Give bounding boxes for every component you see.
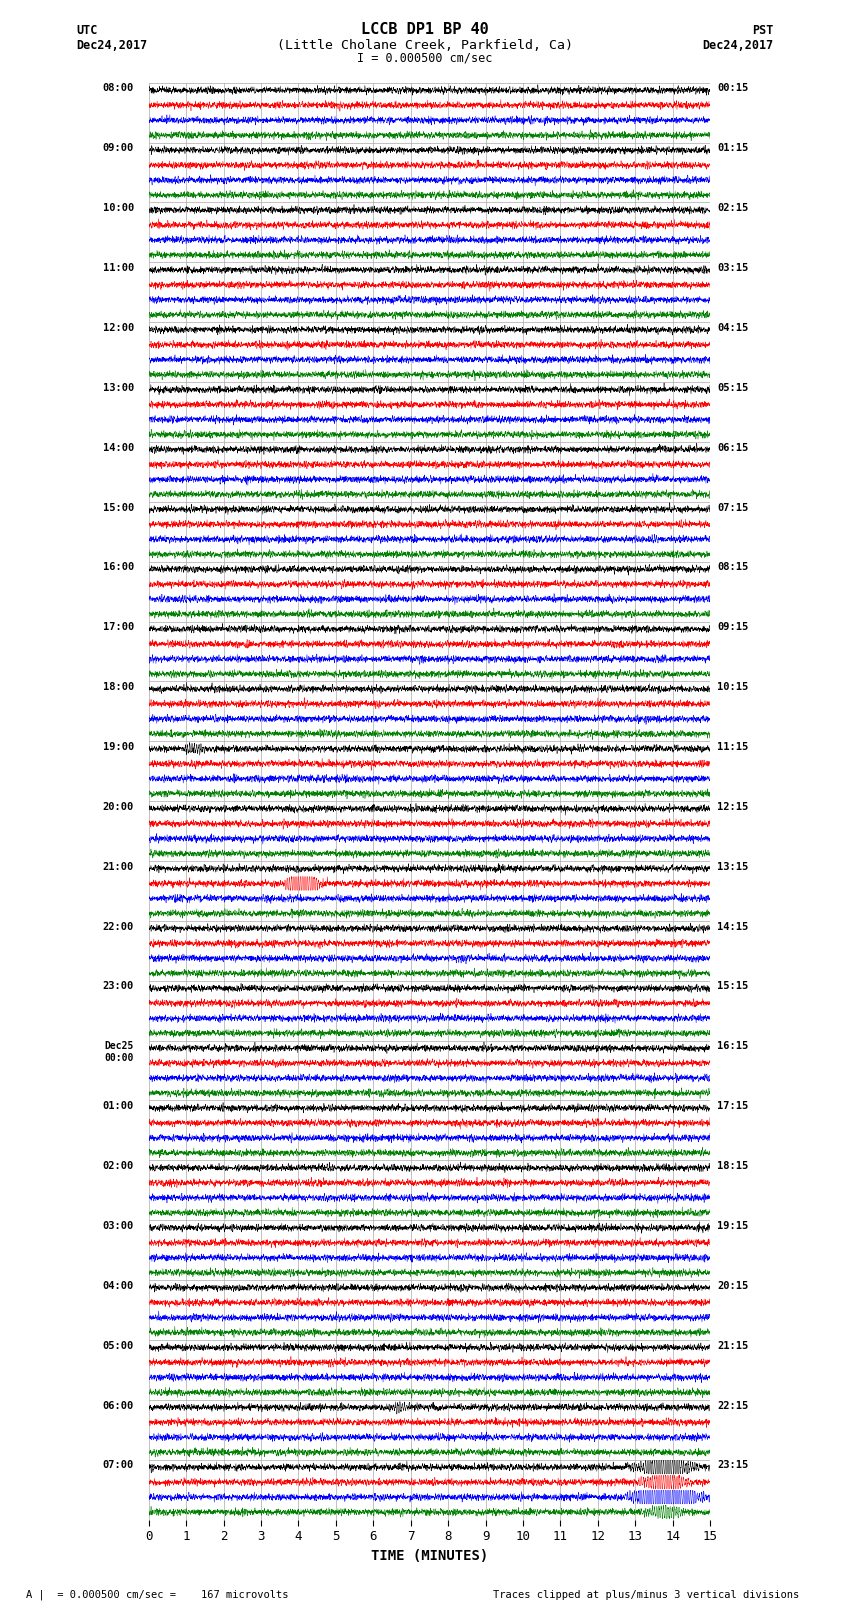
Text: 02:15: 02:15 xyxy=(717,203,749,213)
Text: A |  = 0.000500 cm/sec =    167 microvolts: A | = 0.000500 cm/sec = 167 microvolts xyxy=(26,1589,288,1600)
Text: 09:00: 09:00 xyxy=(103,144,133,153)
Text: 15:00: 15:00 xyxy=(103,503,133,513)
Text: 00:15: 00:15 xyxy=(717,84,749,94)
Text: 23:15: 23:15 xyxy=(717,1460,749,1471)
Text: 00:00: 00:00 xyxy=(105,1053,133,1063)
Text: 14:15: 14:15 xyxy=(717,921,749,932)
Text: 04:00: 04:00 xyxy=(103,1281,133,1290)
Text: 08:00: 08:00 xyxy=(103,84,133,94)
Text: 03:15: 03:15 xyxy=(717,263,749,273)
Text: 19:00: 19:00 xyxy=(103,742,133,752)
Text: UTC: UTC xyxy=(76,24,98,37)
Text: 10:15: 10:15 xyxy=(717,682,749,692)
Text: 19:15: 19:15 xyxy=(717,1221,749,1231)
Text: 07:00: 07:00 xyxy=(103,1460,133,1471)
Text: 20:15: 20:15 xyxy=(717,1281,749,1290)
Text: 11:00: 11:00 xyxy=(103,263,133,273)
Text: 18:00: 18:00 xyxy=(103,682,133,692)
Text: 12:00: 12:00 xyxy=(103,323,133,332)
Text: 23:00: 23:00 xyxy=(103,981,133,992)
Text: Dec25: Dec25 xyxy=(105,1042,133,1052)
Text: 06:15: 06:15 xyxy=(717,442,749,453)
Text: 21:15: 21:15 xyxy=(717,1340,749,1350)
Text: 09:15: 09:15 xyxy=(717,623,749,632)
Text: LCCB DP1 BP 40: LCCB DP1 BP 40 xyxy=(361,23,489,37)
Text: 10:00: 10:00 xyxy=(103,203,133,213)
Text: PST: PST xyxy=(752,24,774,37)
Text: 01:15: 01:15 xyxy=(717,144,749,153)
Text: (Little Cholane Creek, Parkfield, Ca): (Little Cholane Creek, Parkfield, Ca) xyxy=(277,39,573,52)
Text: I = 0.000500 cm/sec: I = 0.000500 cm/sec xyxy=(357,52,493,65)
Text: 22:15: 22:15 xyxy=(717,1400,749,1410)
Text: 16:00: 16:00 xyxy=(103,563,133,573)
Text: 20:00: 20:00 xyxy=(103,802,133,811)
Text: 12:15: 12:15 xyxy=(717,802,749,811)
Text: Dec24,2017: Dec24,2017 xyxy=(76,39,148,52)
Text: 06:00: 06:00 xyxy=(103,1400,133,1410)
Text: 07:15: 07:15 xyxy=(717,503,749,513)
Text: 22:00: 22:00 xyxy=(103,921,133,932)
Text: 16:15: 16:15 xyxy=(717,1042,749,1052)
Text: 17:15: 17:15 xyxy=(717,1102,749,1111)
Text: 14:00: 14:00 xyxy=(103,442,133,453)
Text: Traces clipped at plus/minus 3 vertical divisions: Traces clipped at plus/minus 3 vertical … xyxy=(493,1590,799,1600)
Text: 05:15: 05:15 xyxy=(717,382,749,394)
Text: 13:00: 13:00 xyxy=(103,382,133,394)
Text: 05:00: 05:00 xyxy=(103,1340,133,1350)
Text: 11:15: 11:15 xyxy=(717,742,749,752)
X-axis label: TIME (MINUTES): TIME (MINUTES) xyxy=(371,1548,488,1563)
Text: 02:00: 02:00 xyxy=(103,1161,133,1171)
Text: 18:15: 18:15 xyxy=(717,1161,749,1171)
Text: 03:00: 03:00 xyxy=(103,1221,133,1231)
Text: 17:00: 17:00 xyxy=(103,623,133,632)
Text: Dec24,2017: Dec24,2017 xyxy=(702,39,774,52)
Text: 01:00: 01:00 xyxy=(103,1102,133,1111)
Text: 08:15: 08:15 xyxy=(717,563,749,573)
Text: 21:00: 21:00 xyxy=(103,861,133,871)
Text: 13:15: 13:15 xyxy=(717,861,749,871)
Text: 15:15: 15:15 xyxy=(717,981,749,992)
Text: 04:15: 04:15 xyxy=(717,323,749,332)
